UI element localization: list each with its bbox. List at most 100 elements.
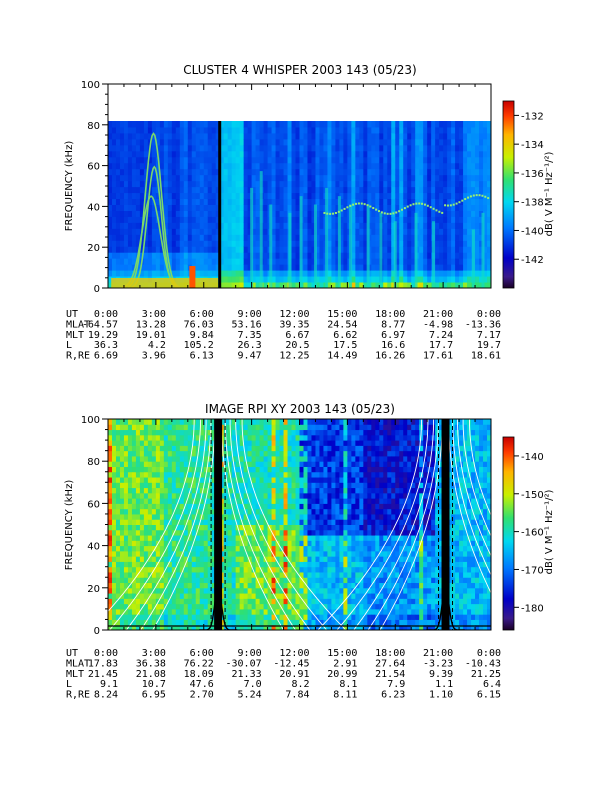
heatmap-cell	[143, 582, 149, 589]
heatmap-cell	[255, 419, 261, 425]
heatmap-cell	[183, 246, 189, 253]
heatmap-cell	[311, 228, 316, 235]
heatmap-cell	[211, 174, 217, 182]
heatmap-cell	[487, 270, 491, 277]
heatmap-cell	[451, 156, 456, 164]
heatmap-cell	[108, 234, 113, 241]
heatmap-cell	[447, 264, 452, 271]
heatmap-cell	[411, 210, 416, 217]
heatmap-cell	[115, 566, 121, 573]
heatmap-cell	[155, 566, 161, 573]
heatmap-cell	[247, 471, 253, 478]
heatmap-cell	[135, 550, 141, 557]
heatmap-cell	[167, 246, 173, 253]
emission-streak	[349, 204, 353, 288]
heatmap-cell	[275, 582, 281, 589]
heatmap-cell	[191, 587, 197, 594]
heatmap-cell	[167, 535, 173, 541]
heatmap-cell	[115, 174, 121, 182]
heatmap-cell	[399, 282, 404, 288]
heatmap-cell	[359, 222, 364, 229]
heatmap-cell	[259, 450, 265, 457]
heatmap-cell	[311, 593, 316, 599]
heatmap-cell	[255, 550, 261, 557]
heatmap-cell	[271, 282, 277, 288]
heatmap-cell	[479, 198, 484, 205]
heatmap-cell	[295, 598, 300, 605]
heatmap-cell	[307, 186, 312, 194]
heatmap-cell	[135, 619, 141, 626]
heatmap-cell	[135, 156, 141, 164]
heatmap-cell	[323, 162, 328, 170]
heatmap-cell	[451, 264, 456, 271]
heatmap-cell	[251, 198, 257, 205]
heatmap-cell	[343, 198, 348, 205]
heatmap-cell	[115, 498, 121, 504]
heatmap-cell	[219, 132, 225, 140]
heatmap-cell	[315, 138, 320, 146]
heatmap-cell	[231, 186, 237, 194]
heatmap-cell	[347, 156, 352, 164]
heatmap-cell	[235, 168, 241, 176]
heatmap-cell	[171, 270, 177, 277]
heatmap-cell	[267, 624, 273, 630]
heatmap-cell	[291, 582, 297, 589]
heatmap-cell	[391, 186, 396, 194]
heatmap-cell	[255, 132, 261, 140]
heatmap-cell	[231, 156, 237, 164]
heatmap-cell	[115, 461, 121, 467]
heatmap-cell	[255, 264, 261, 271]
heatmap-cell	[155, 550, 161, 557]
heatmap-cell	[127, 466, 133, 473]
heatmap-cell	[231, 174, 237, 182]
heatmap-cell	[155, 192, 161, 200]
heatmap-cell	[379, 198, 384, 205]
heatmap-cell	[407, 121, 412, 128]
heatmap-cell	[271, 121, 277, 128]
heatmap-cell	[175, 466, 181, 473]
heatmap-cell	[251, 482, 257, 489]
heatmap-cell	[415, 144, 420, 152]
heatmap-cell	[459, 156, 464, 164]
heatmap-cell	[247, 210, 253, 217]
heatmap-cell	[263, 535, 269, 541]
heatmap-cell	[159, 524, 165, 531]
heatmap-cell	[247, 593, 253, 599]
heatmap-cell	[307, 132, 312, 140]
resonance-dot	[363, 203, 366, 206]
heatmap-cell	[159, 608, 165, 615]
heatmap-cell	[243, 234, 249, 241]
heatmap-cell	[179, 210, 185, 217]
heatmap-cell	[191, 466, 197, 473]
resonance-dot	[455, 202, 458, 205]
heatmap-cell	[375, 138, 380, 146]
heatmap-cell	[199, 174, 205, 182]
resonance-dot	[334, 211, 337, 214]
heatmap-cell	[319, 246, 324, 253]
heatmap-cell	[135, 529, 141, 536]
heatmap-cell	[147, 503, 153, 510]
heatmap-cell	[139, 156, 145, 164]
heatmap-cell	[163, 513, 169, 520]
heatmap-cell	[155, 535, 161, 541]
heatmap-cell	[435, 216, 440, 223]
heatmap-cell	[299, 192, 304, 200]
heatmap-cell	[255, 566, 261, 573]
heatmap-cell	[119, 566, 125, 573]
heatmap-cell	[451, 174, 456, 182]
heatmap-cell	[275, 529, 281, 536]
heatmap-cell	[227, 619, 233, 626]
heatmap-cell	[183, 162, 189, 170]
heatmap-cell	[139, 180, 145, 188]
resonance-dot	[406, 205, 409, 208]
heatmap-cell	[343, 132, 348, 140]
heatmap-cell	[271, 519, 277, 525]
heatmap-cell	[335, 204, 340, 211]
heatmap-cell	[239, 524, 245, 531]
heatmap-cell	[199, 619, 205, 626]
heatmap-cell	[443, 228, 448, 235]
heatmap-cell	[323, 174, 328, 182]
heatmap-cell	[247, 198, 253, 205]
heatmap-cell	[111, 138, 117, 146]
